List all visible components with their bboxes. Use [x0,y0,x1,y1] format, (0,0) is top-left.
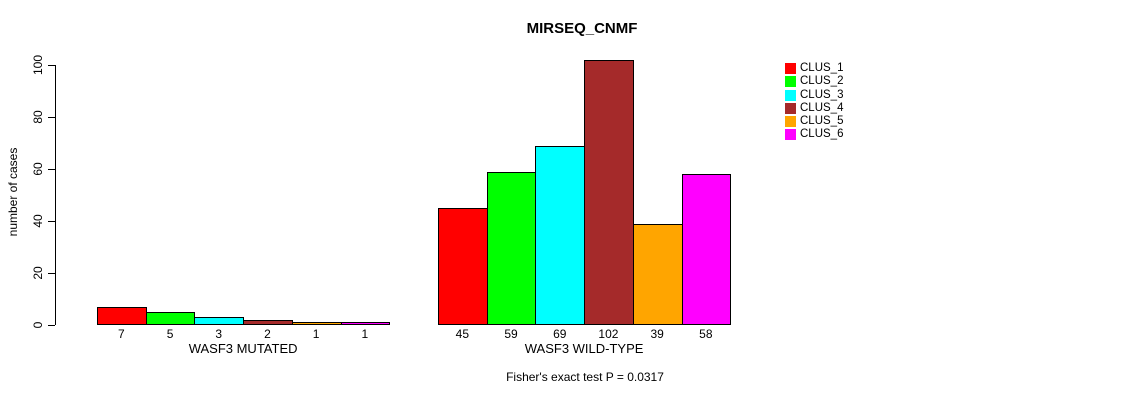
bar-value-label: 2 [264,327,271,341]
legend-item-clus_5: CLUS_5 [785,115,843,128]
y-tick [48,325,55,326]
bar-value-label: 58 [699,327,713,341]
legend-swatch [785,76,796,88]
bar-clus_3 [535,146,585,325]
bar-clus_2 [146,312,195,325]
legend-label: CLUS_4 [800,101,844,114]
legend: CLUS_1 CLUS_2 CLUS_3 CLUS_4 CLUS_5 CLUS_6 [785,62,843,142]
y-tick-label: 40 [31,214,45,228]
bar-clus_5 [633,224,683,325]
legend-swatch [785,129,796,141]
bar-value-label: 45 [455,327,470,341]
y-tick [48,221,55,222]
legend-item-clus_6: CLUS_6 [785,128,843,141]
y-axis [55,65,56,325]
legend-label: CLUS_5 [800,115,844,128]
legend-label: CLUS_1 [800,62,844,74]
bar-value-label: 102 [598,327,619,341]
legend-label: CLUS_3 [800,88,844,101]
bar-clus_1 [97,307,147,325]
y-tick [48,65,55,66]
bar-clus_3 [194,317,244,325]
footer-annotation: Fisher's exact test P = 0.0317 [506,370,664,384]
group-label: WASF3 MUTATED [188,341,298,356]
bar-clus_4 [584,60,634,325]
legend-item-clus_1: CLUS_1 [785,62,843,75]
legend-item-clus_3: CLUS_3 [785,89,843,102]
legend-label: CLUS_6 [800,128,844,141]
legend-swatch [785,89,796,101]
legend-swatch [785,102,796,114]
legend-item-clus_2: CLUS_2 [785,75,843,88]
y-tick [48,273,55,274]
bar-value-label: 1 [361,327,369,341]
y-tick-label: 0 [31,321,45,329]
bar-value-label: 59 [504,327,518,341]
group-label: WASF3 WILD-TYPE [524,341,644,356]
bar-value-label: 69 [553,327,567,341]
bar-clus_6 [341,322,390,325]
y-tick-label: 60 [31,162,45,176]
bar-clus_5 [292,322,342,325]
bar-value-label: 3 [215,327,223,341]
y-tick-label: 20 [31,266,45,280]
bar-clus_1 [438,208,488,325]
legend-swatch [785,116,796,128]
legend-swatch [785,63,796,74]
bar-clus_2 [487,172,536,325]
bar-value-label: 1 [312,327,320,341]
y-axis-title: number of cases [6,147,20,237]
bar-clus_6 [682,174,731,325]
bar-value-label: 39 [650,327,664,341]
legend-item-clus_4: CLUS_4 [785,102,843,115]
legend-label: CLUS_2 [800,75,844,88]
chart-title: MIRSEQ_CNMF [526,20,638,37]
y-tick-label: 80 [31,110,45,124]
y-tick [48,169,55,170]
bar-clus_4 [243,320,293,325]
bar-value-label: 7 [118,327,125,341]
y-tick [48,117,55,118]
y-tick-label: 100 [31,54,45,76]
bar-value-label: 5 [166,327,174,341]
